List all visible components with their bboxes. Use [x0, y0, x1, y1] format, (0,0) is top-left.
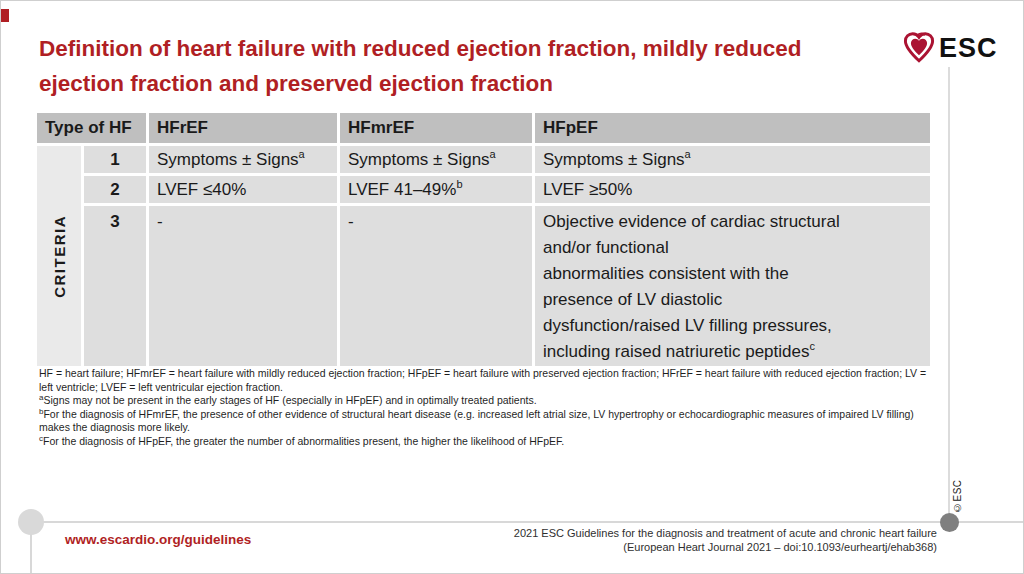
- esc-logo-text: ESC: [939, 33, 998, 64]
- escardio-guidelines-link[interactable]: www.escardio.org/guidelines: [65, 532, 251, 547]
- page-title: Definition of heart failure with reduced…: [39, 31, 899, 101]
- table-header-type-of-hf: Type of HF: [37, 113, 146, 143]
- table-cell-hfref-2: LVEF ≤40%: [149, 176, 337, 203]
- table-cell-hfmref-2: LVEF 41–49%b: [340, 176, 532, 203]
- right-vertical-divider: [948, 67, 950, 515]
- table-cell-hfmref-3: -: [340, 206, 532, 366]
- footer-left-circle: [18, 509, 44, 535]
- table-cell-hfpef-3: Objective evidence of cardiac structural…: [535, 206, 930, 366]
- criteria-label: CRITERIA: [51, 215, 68, 298]
- table-cell-hfpef-2: LVEF ≥50%: [535, 176, 930, 203]
- table-cell-hfmref-1: Symptoms ± Signsa: [340, 146, 532, 173]
- hf-definition-table: Type of HF HFrEF HFmrEF HFpEF CRITERIA 1…: [37, 113, 930, 366]
- criterion-number: 1: [84, 146, 146, 173]
- footnote-c: cFor the diagnosis of HFpEF, the greater…: [39, 435, 937, 449]
- slide: Definition of heart failure with reduced…: [0, 0, 1024, 574]
- citation-line2: (European Heart Journal 2021 – doi:10.10…: [317, 540, 937, 554]
- footnote-a: aSigns may not be present in the early s…: [39, 394, 937, 408]
- footnote-marker: a: [299, 148, 305, 160]
- table-header-hfref: HFrEF: [149, 113, 337, 143]
- footnote-abbreviations: HF = heart failure; HFmrEF = heart failu…: [39, 367, 937, 394]
- table-header-hfmref: HFmrEF: [340, 113, 532, 143]
- copyright-vertical-label: ©ESC: [952, 467, 963, 513]
- table-cell-hfref-3: -: [149, 206, 337, 366]
- footnote-marker: c: [810, 340, 816, 352]
- table-cell-hfref-1: Symptoms ± Signsa: [149, 146, 337, 173]
- citation: 2021 ESC Guidelines for the diagnosis an…: [317, 526, 937, 554]
- footnote-marker: a: [490, 148, 496, 160]
- footnote-b: bFor the diagnosis of HFmrEF, the presen…: [39, 408, 937, 435]
- page-title-line1: Definition of heart failure with reduced…: [39, 31, 899, 66]
- accent-mark: [1, 9, 9, 22]
- criterion-number: 3: [84, 206, 146, 366]
- criteria-row-group-label: CRITERIA: [37, 146, 81, 366]
- footer-left-vertical-line: [30, 534, 32, 574]
- page-title-line2: ejection fraction and preserved ejection…: [39, 66, 899, 101]
- table-cell-hfpef-1: Symptoms ± Signsa: [535, 146, 930, 173]
- esc-logo: ESC: [902, 31, 998, 65]
- footnotes: HF = heart failure; HFmrEF = heart failu…: [39, 367, 937, 448]
- footer-divider: [31, 521, 1024, 523]
- heart-icon: [902, 31, 936, 65]
- criterion-number: 2: [84, 176, 146, 203]
- footnote-marker: a: [685, 148, 691, 160]
- table-header-hfpef: HFpEF: [535, 113, 930, 143]
- footer-right-circle: [940, 513, 959, 532]
- footnote-marker: b: [456, 178, 462, 190]
- citation-line1: 2021 ESC Guidelines for the diagnosis an…: [317, 526, 937, 540]
